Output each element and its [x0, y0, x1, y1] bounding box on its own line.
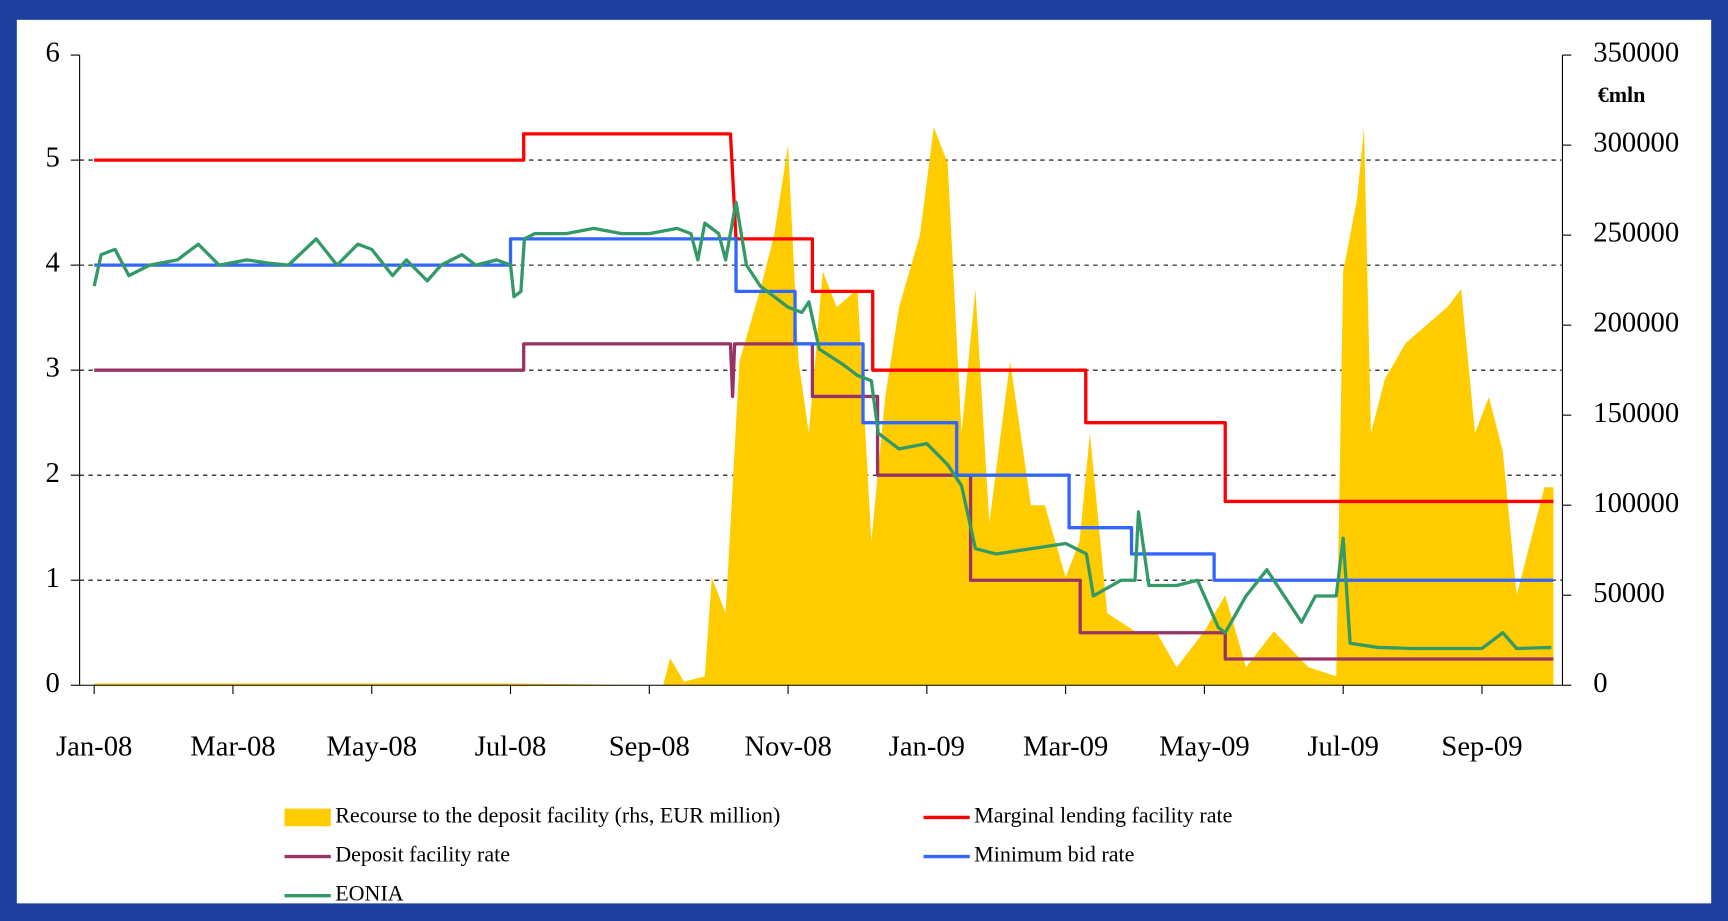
y2-axis-label: €mln: [1598, 82, 1646, 107]
x-tick-label: Jul-09: [1307, 731, 1379, 763]
y-tick-label: 1: [45, 562, 59, 594]
y2-tick-label: 250000: [1593, 217, 1679, 249]
y-tick-label: 0: [45, 667, 59, 699]
x-tick-label: May-09: [1159, 731, 1250, 763]
line: [92, 200, 1552, 651]
legend-label: Deposit facility rate: [335, 842, 510, 867]
legend-swatch: [284, 808, 331, 827]
line: [94, 342, 1554, 661]
x-tick-label: Jul-08: [475, 731, 547, 763]
x-tick-label: Sep-09: [1441, 731, 1522, 763]
y2-tick-label: 100000: [1593, 487, 1679, 519]
y2-tick-label: 0: [1593, 667, 1607, 699]
y2-tick-label: 150000: [1593, 397, 1679, 429]
y2-tick-label: 200000: [1593, 307, 1679, 339]
x-tick-label: Mar-08: [190, 731, 275, 763]
y-tick-label: 2: [45, 457, 59, 489]
y-tick-label: 4: [45, 247, 59, 279]
legend-label: Marginal lending facility rate: [974, 803, 1232, 828]
y-tick-label: 5: [45, 142, 59, 174]
x-tick-label: Sep-08: [609, 731, 690, 763]
y2-tick-label: 50000: [1593, 577, 1665, 609]
x-tick-label: Nov-08: [744, 731, 831, 763]
x-tick-label: May-08: [326, 731, 417, 763]
legend-label: Recourse to the deposit facility (rhs, E…: [335, 803, 780, 828]
legend-label: EONIA: [335, 881, 404, 906]
area: [94, 127, 1554, 686]
y2-tick-label: 350000: [1593, 37, 1679, 69]
x-tick-label: Jan-08: [56, 731, 132, 763]
y-tick-label: 6: [45, 37, 59, 69]
y2-tick-label: 300000: [1593, 127, 1679, 159]
x-tick-label: Mar-09: [1023, 731, 1108, 763]
line: [94, 132, 1554, 504]
legend-label: Minimum bid rate: [974, 842, 1134, 867]
y-tick-label: 3: [45, 352, 59, 384]
x-tick-label: Jan-09: [889, 731, 965, 763]
